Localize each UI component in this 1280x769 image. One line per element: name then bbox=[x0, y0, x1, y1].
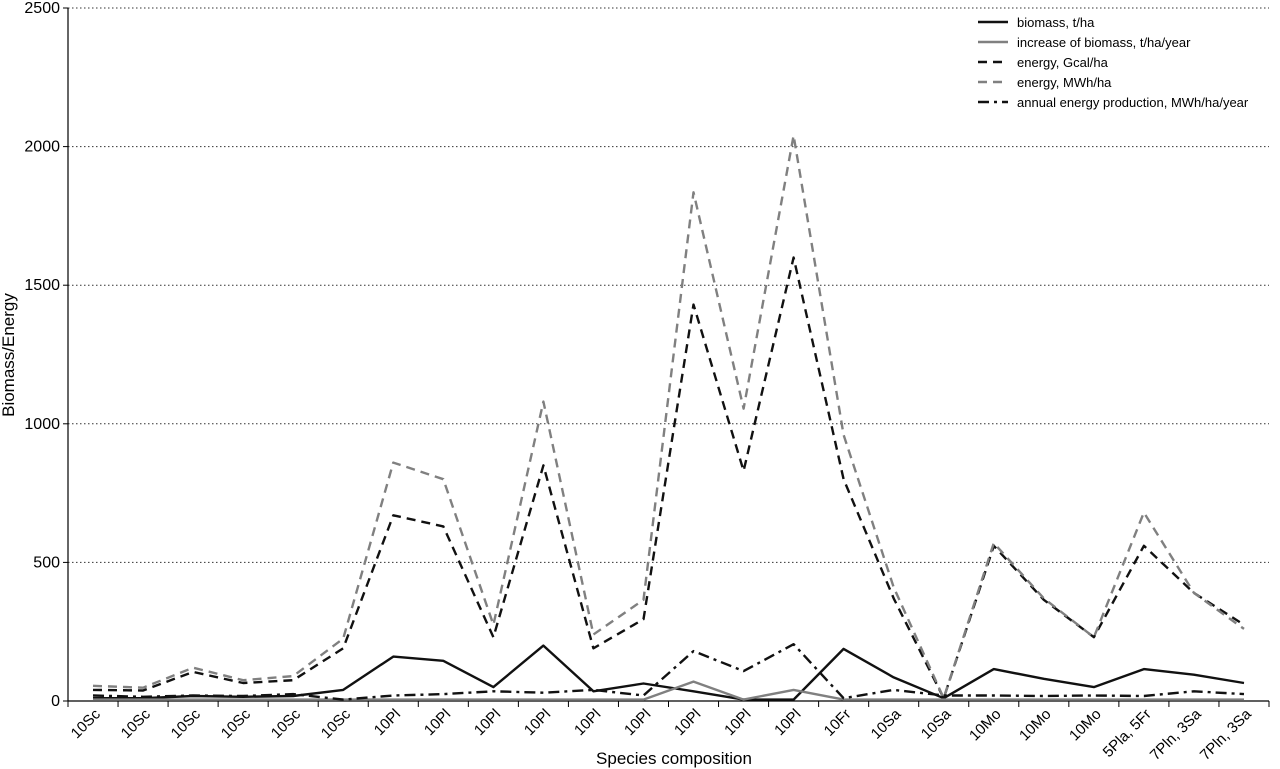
y-axis-title: Biomass/Energy bbox=[0, 293, 18, 417]
x-tick-label: 10Sa bbox=[868, 705, 905, 742]
legend-label: annual energy production, MWh/ha/year bbox=[1017, 95, 1249, 110]
legend-label: increase of biomass, t/ha/year bbox=[1017, 35, 1191, 50]
x-tick-label: 10Sc bbox=[118, 705, 155, 742]
x-tick-label: 10Pl bbox=[621, 706, 654, 739]
series-line bbox=[92, 134, 1245, 700]
legend-label: energy, Gcal/ha bbox=[1017, 55, 1109, 70]
y-tick-label: 500 bbox=[33, 554, 60, 571]
x-tick-label: 10Pl bbox=[371, 706, 404, 739]
x-tick-label: 10Sc bbox=[218, 705, 255, 742]
x-tick-label: 10Pl bbox=[671, 706, 704, 739]
x-tick-label: 10Pl bbox=[421, 706, 454, 739]
gridlines bbox=[68, 7, 1269, 563]
x-tick-label: 10Mo bbox=[1066, 706, 1105, 745]
x-tick-label: 7Pln, 3Sa bbox=[1147, 705, 1205, 763]
x-tick-label: 10Pl bbox=[571, 706, 604, 739]
x-tick-label: 10Pl bbox=[721, 706, 754, 739]
x-axis-title: Species composition bbox=[596, 749, 752, 768]
x-tick-label: 10Mo bbox=[1016, 706, 1055, 745]
legend-label: biomass, t/ha bbox=[1017, 15, 1095, 30]
axes bbox=[63, 7, 1270, 707]
legend: biomass, t/ha increase of biomass, t/ha/y… bbox=[978, 15, 1249, 110]
y-tick-label: 1000 bbox=[24, 416, 60, 433]
series-line bbox=[92, 643, 1245, 701]
x-tick-label: 10Sa bbox=[918, 705, 955, 742]
y-tick-label: 2000 bbox=[24, 139, 60, 156]
x-tick-label: 10Pl bbox=[471, 706, 504, 739]
series-line bbox=[93, 680, 1244, 701]
y-tick-label: 2500 bbox=[24, 0, 60, 17]
series-lines bbox=[92, 134, 1245, 701]
x-tick-label: 10Pl bbox=[771, 706, 804, 739]
x-tick-label: 10Fr bbox=[821, 706, 855, 740]
x-tick-label: 10Sc bbox=[318, 705, 355, 742]
x-tick-label: 10Sc bbox=[68, 705, 105, 742]
y-tick-labels: 0 500 1000 1500 2000 2500 bbox=[24, 0, 60, 710]
series-line bbox=[93, 644, 1245, 701]
y-tick-label: 1500 bbox=[24, 277, 60, 294]
x-tick-label: 7Pln, 3Sa bbox=[1197, 705, 1255, 763]
legend-label: energy, MWh/ha bbox=[1017, 75, 1112, 90]
y-tick-label: 0 bbox=[51, 693, 60, 710]
x-tick-label: 10Mo bbox=[966, 706, 1005, 745]
x-tick-label: 10Sc bbox=[268, 705, 305, 742]
x-tick-label: 10Sc bbox=[168, 705, 205, 742]
series-line bbox=[92, 256, 1245, 700]
x-tick-label: 10Pl bbox=[521, 706, 554, 739]
